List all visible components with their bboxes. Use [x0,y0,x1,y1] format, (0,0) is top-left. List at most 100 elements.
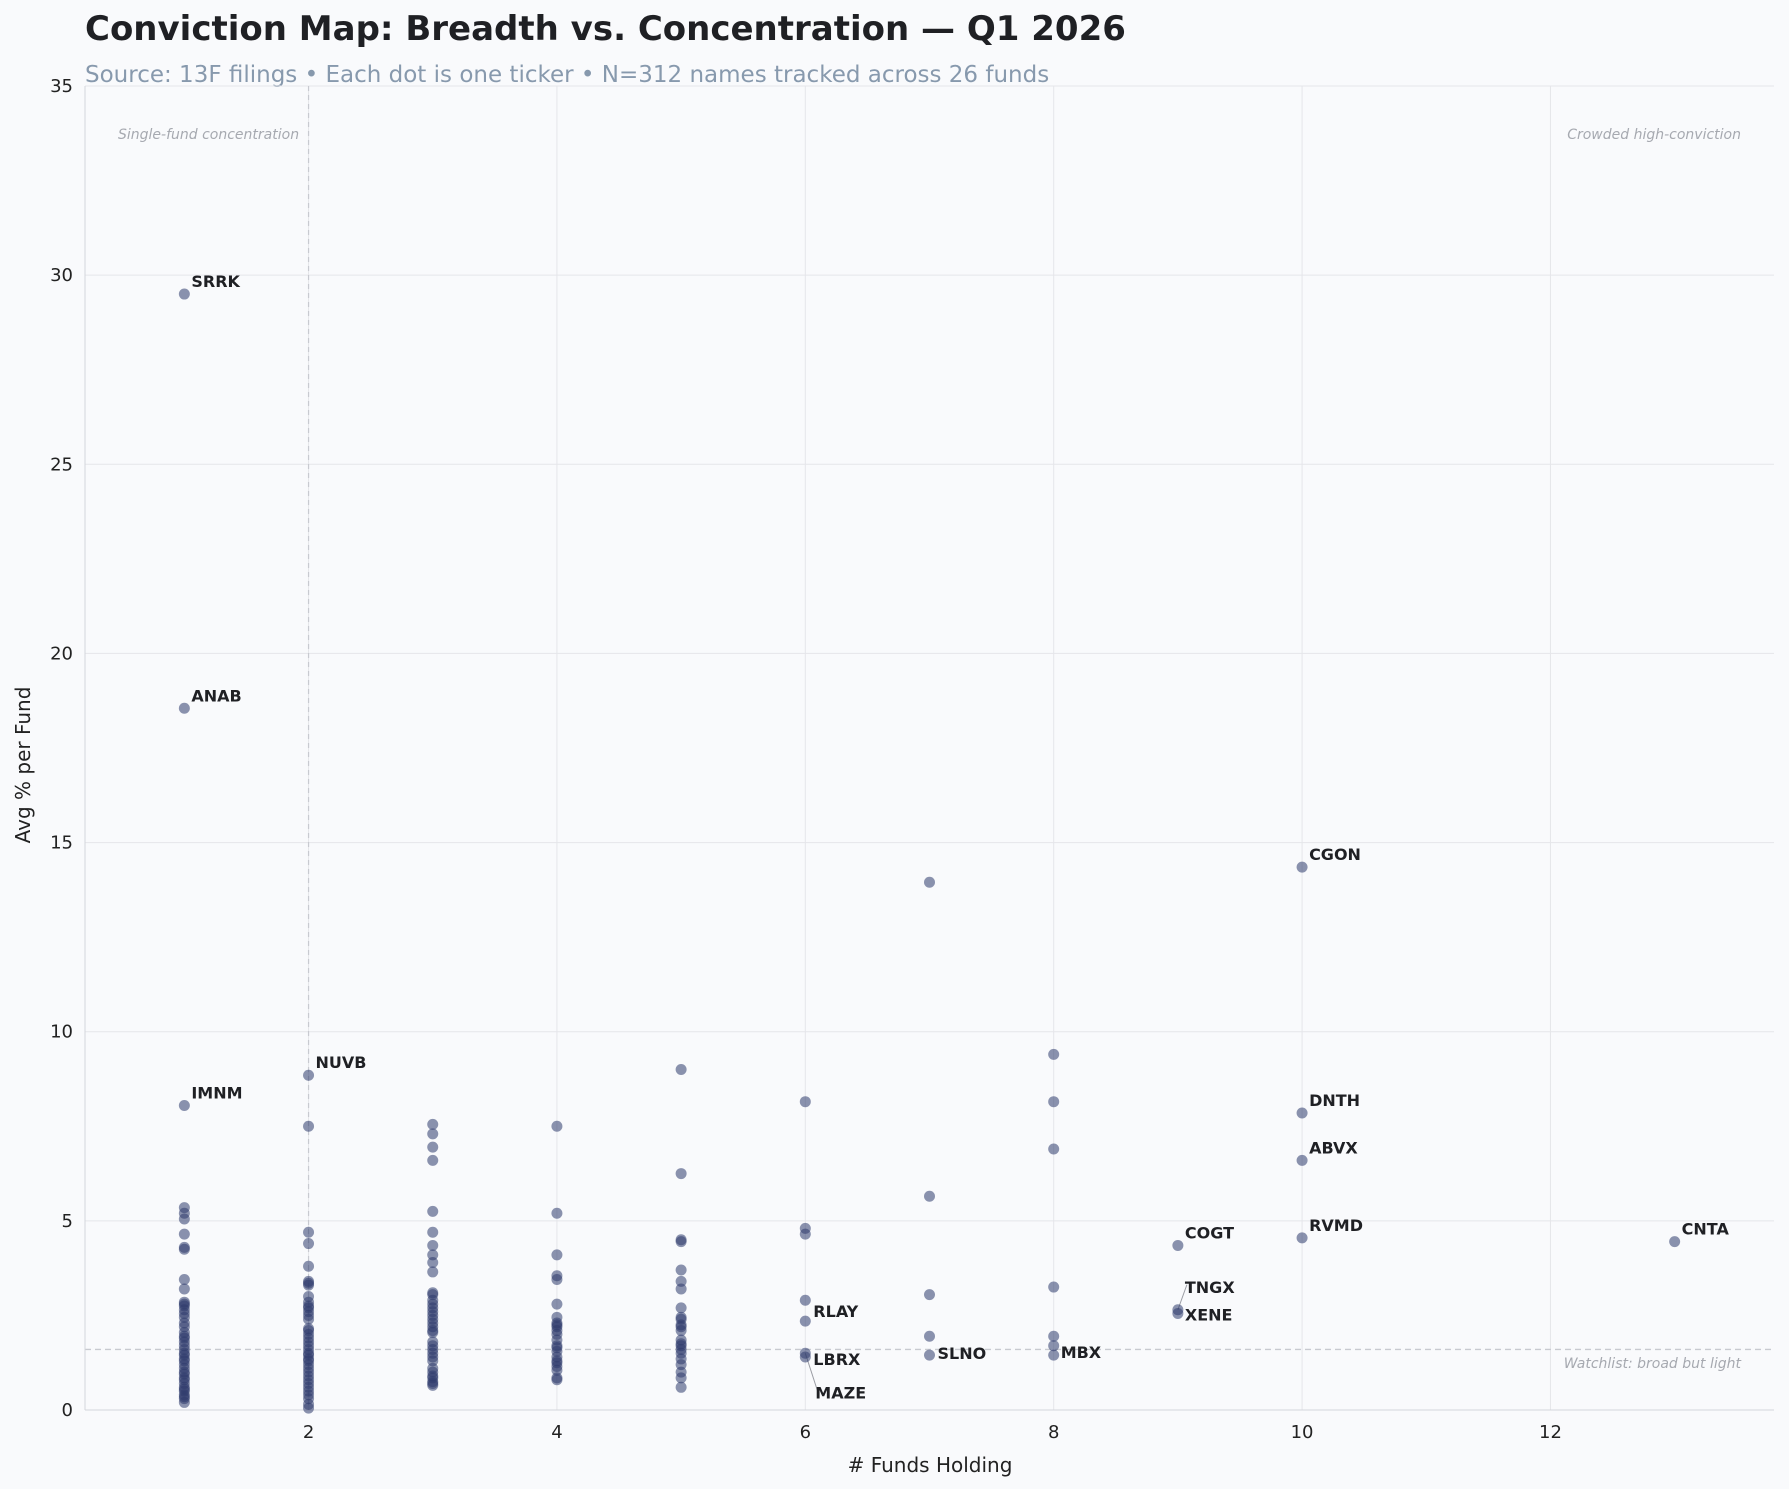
point-label: COGT [1185,1223,1234,1242]
data-point [1296,861,1308,873]
data-point [427,1326,439,1338]
point-label: SLNO [938,1344,987,1363]
point-label: CNTA [1682,1220,1730,1239]
data-point [799,1096,811,1108]
point-labels: SRRK ANAB IMNM NUVB CGON DNTH ABVX RVMD CNTA COGT… [191,272,1729,1402]
point-label: TNGX [1185,1278,1235,1297]
y-tick-label: 25 [50,454,73,475]
point-label: XENE [1185,1306,1233,1325]
x-tick-label: 4 [551,1422,562,1443]
data-point [427,1239,439,1251]
data-point [178,1099,190,1111]
data-point [1048,1330,1060,1342]
y-axis-label: Avg % per Fund [11,687,35,844]
point-label: CGON [1309,845,1361,864]
y-tick-label: 20 [50,643,73,664]
point-label: LBRX [813,1350,861,1369]
data-point [1048,1349,1060,1361]
point-label: RLAY [813,1302,858,1321]
data-point [303,1260,315,1272]
x-axis-label: # Funds Holding [848,1453,1013,1477]
y-tick-label: 30 [50,265,73,286]
data-point [303,1120,315,1132]
point-label: MBX [1061,1343,1102,1362]
axes [84,86,1774,1411]
data-point [1172,1308,1184,1320]
data-point [427,1141,439,1153]
data-point [924,1349,935,1361]
data-point [799,1347,811,1359]
data-point [551,1298,563,1310]
data-point [178,1213,190,1225]
data-point [1048,1048,1060,1060]
data-point [427,1379,439,1391]
data-point [675,1372,687,1384]
data-point [427,1355,439,1367]
data-point [178,288,190,300]
data-point [675,1283,687,1295]
data-point [303,1238,315,1250]
data-point [178,1228,190,1240]
data-point [178,1273,190,1285]
data-point [427,1266,439,1278]
x-tick-label: 2 [303,1422,314,1443]
data-point [551,1273,563,1285]
x-tick-label: 8 [1048,1422,1059,1443]
point-label: MAZE [815,1383,866,1402]
data-point [924,1289,935,1301]
data-point [178,1283,190,1295]
annotation-bottom-right: Watchlist: broad but light [1564,1356,1742,1372]
data-point [1048,1143,1060,1155]
chart-subtitle: Source: 13F filings • Each dot is one ti… [85,62,1049,88]
data-point [303,1279,315,1291]
point-label: IMNM [191,1083,242,1102]
y-tick-label: 0 [62,1400,73,1421]
data-point [427,1205,439,1217]
data-point [303,1226,315,1238]
point-label: RVMD [1309,1216,1363,1235]
data-point [675,1381,687,1393]
tick-labels: 2 4 6 8 10 12 0 5 10 15 20 25 30 35 [50,76,1562,1443]
chart-title: Conviction Map: Breadth vs. Concentratio… [85,9,1126,49]
data-point [303,1402,315,1414]
data-point [675,1264,687,1276]
data-point [1669,1236,1681,1248]
data-point [799,1228,811,1240]
reference-lines [85,86,1774,1410]
data-point [551,1374,563,1386]
annotation-top-left: Single-fund concentration [118,127,299,143]
y-tick-label: 5 [62,1211,73,1232]
data-point [1048,1281,1060,1293]
data-point [427,1128,439,1140]
data-point [1296,1154,1308,1166]
point-label: ABVX [1309,1138,1358,1157]
data-point [675,1064,687,1076]
gridlines [85,85,1774,1411]
y-tick-label: 15 [50,833,73,854]
y-tick-label: 10 [50,1022,73,1043]
data-point [551,1364,563,1376]
x-tick-label: 10 [1291,1422,1314,1443]
data-point [1048,1340,1060,1352]
point-label: DNTH [1309,1091,1360,1110]
data-point [303,1313,315,1325]
point-label: NUVB [316,1053,367,1072]
data-point [427,1226,439,1238]
data-point [1296,1107,1308,1119]
data-point [551,1207,563,1219]
data-point [551,1120,563,1132]
y-tick-label: 35 [50,76,73,97]
data-point [427,1118,439,1130]
data-point [178,702,190,714]
data-point [1296,1232,1308,1244]
data-point [675,1168,687,1180]
data-point [799,1294,811,1306]
data-point [178,1243,190,1255]
point-label: SRRK [191,272,240,291]
data-point [178,1396,190,1408]
data-point [675,1302,687,1314]
data-point [675,1275,687,1287]
data-point [675,1325,687,1337]
